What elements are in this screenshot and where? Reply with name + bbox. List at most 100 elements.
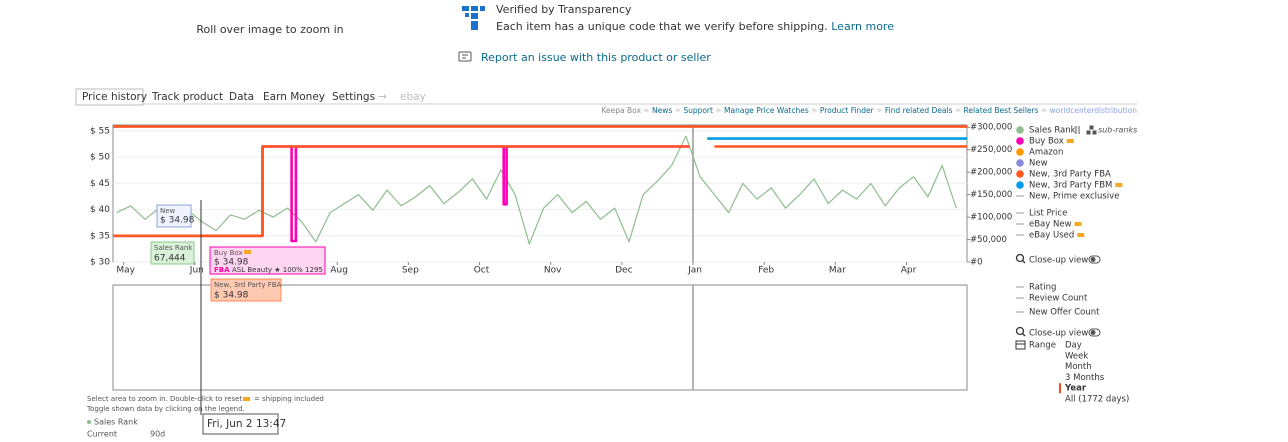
transparency-title: Verified by Transparency: [496, 3, 632, 16]
links-row: Keepa Box ✧ News ✧ Support ✧ Manage Pric…: [601, 106, 1137, 115]
y2-tick-label: #50,000: [970, 235, 1007, 245]
tooltip-fba: FBA: [214, 266, 230, 274]
nav-link[interactable]: Manage Price Watches: [724, 106, 809, 115]
x-tick-label: May: [116, 266, 135, 276]
x-tick-label: Mar: [829, 266, 846, 276]
transparency-text: Each item has a unique code that we veri…: [496, 20, 894, 33]
x-tick-label: Dec: [615, 266, 632, 276]
tooltip-sales-rank: Sales Rank 67,444: [150, 241, 195, 265]
range-option[interactable]: Month: [1065, 362, 1092, 372]
legend-item[interactable]: eBay Used: [1029, 231, 1074, 241]
toggle[interactable]: [1088, 255, 1101, 264]
legend-item[interactable]: New, 3rd Party FBA: [1029, 170, 1111, 180]
nav-link[interactable]: News: [652, 106, 672, 115]
legend-item[interactable]: Review Count: [1029, 294, 1088, 304]
tab[interactable]: Price history: [82, 91, 147, 103]
y2-tick-label: #250,000: [970, 145, 1012, 155]
y-tick-label: $ 40: [90, 205, 110, 215]
y2-tick-label: #100,000: [970, 213, 1012, 223]
stats-column: 90d: [150, 430, 165, 439]
legend-item[interactable]: List Price: [1029, 209, 1067, 219]
tab[interactable]: Settings: [332, 91, 375, 103]
y2-tick-label: #0: [970, 258, 983, 268]
close-up-view[interactable]: Close-up view: [1029, 256, 1088, 266]
lower-plot-frame: [112, 284, 968, 391]
range-option[interactable]: 3 Months: [1065, 373, 1105, 383]
range-selected-bar: [1059, 383, 1061, 394]
report-link[interactable]: Report an issue with this product or sel…: [481, 51, 711, 64]
y-tick-label: $ 50: [90, 153, 110, 163]
range-option[interactable]: All (1772 days): [1065, 395, 1129, 405]
nav-link[interactable]: Find related Deals: [885, 106, 953, 115]
search-icon: [1015, 253, 1026, 264]
tooltip-label: Buy Box: [214, 249, 243, 257]
learn-more-link[interactable]: Learn more: [831, 20, 894, 33]
y-tick-label: $ 35: [90, 231, 110, 241]
series-line: [116, 135, 957, 245]
hint: Toggle shown data by clicking on the leg…: [86, 405, 245, 413]
tooltip-label: New: [160, 207, 176, 215]
tab[interactable]: Track product: [151, 91, 223, 103]
x-tick-label: Feb: [758, 266, 774, 276]
truck-icon: [1115, 183, 1123, 187]
zoom-hint: Roll over image to zoom in: [196, 23, 343, 36]
tooltip-date: Fri, Jun 2 13:47: [202, 413, 286, 435]
tooltip-price: $ 34.98: [214, 258, 249, 268]
sub-ranks[interactable]: sub-ranks: [1098, 126, 1137, 135]
range-option[interactable]: Day: [1065, 341, 1082, 351]
y-tick-label: $ 55: [90, 126, 110, 136]
series-line: [113, 125, 967, 238]
tab[interactable]: Data: [229, 91, 254, 103]
range-option[interactable]: Year: [1064, 384, 1087, 394]
toggle[interactable]: [1088, 328, 1101, 337]
legend-item[interactable]: New, 3rd Party FBM: [1029, 181, 1112, 191]
legend-item[interactable]: Sales Rank: [1029, 126, 1076, 136]
tooltip-price: $ 34.98: [160, 216, 195, 226]
tooltip-new: New $ 34.98: [156, 204, 195, 228]
legend-item[interactable]: Rating: [1029, 283, 1056, 293]
y-tick-label: $ 30: [90, 258, 110, 268]
tab[interactable]: ebay: [400, 91, 426, 103]
search-icon: [1015, 326, 1026, 337]
tooltip-fba: New, 3rd Party FBA $ 34.98: [210, 278, 282, 302]
range-option[interactable]: Week: [1065, 351, 1088, 361]
tooltip-value: 67,444: [154, 254, 186, 264]
stats-label: Sales Rank: [94, 418, 138, 427]
truck-icon: [1066, 139, 1074, 143]
x-tick-label: Apr: [901, 266, 917, 276]
legend-item[interactable]: eBay New: [1029, 220, 1072, 230]
report-icon: [458, 51, 472, 62]
y2-tick-label: #200,000: [970, 168, 1012, 178]
tooltip-seller: ASL Beauty ★ 100% 1295: [232, 266, 323, 274]
nav-link[interactable]: Product Finder: [820, 106, 875, 115]
legend-item[interactable]: New, Prime exclusive: [1029, 192, 1119, 202]
x-tick-label: Nov: [544, 266, 562, 276]
truck-icon: [1077, 233, 1085, 237]
nav-link[interactable]: Related Best Sellers: [964, 106, 1039, 115]
y-tick-label: $ 45: [90, 179, 110, 189]
legend-item[interactable]: Amazon: [1029, 148, 1063, 158]
legend-marker: [1016, 159, 1024, 167]
tab[interactable]: →: [378, 91, 387, 103]
stats-column: Current: [87, 430, 117, 439]
x-tick-label: Jun: [189, 266, 204, 276]
active-tab: [75, 88, 144, 106]
x-tick-label: Jan: [687, 266, 702, 276]
y2-tick-label: #300,000: [970, 123, 1012, 133]
nav-link[interactable]: Keepa Box: [601, 106, 641, 115]
sub-ranks-icon: [1075, 125, 1097, 135]
legend-item[interactable]: Buy Box: [1029, 137, 1064, 147]
transparency-desc: Each item has a unique code that we veri…: [496, 20, 828, 33]
stats-dot: [87, 420, 91, 424]
legend-item[interactable]: New Offer Count: [1029, 308, 1100, 318]
close-up-view[interactable]: Close-up view: [1029, 329, 1088, 339]
nav-link[interactable]: Support: [683, 106, 713, 115]
y2-tick-label: #150,000: [970, 190, 1012, 200]
tab[interactable]: Earn Money: [263, 91, 325, 103]
tooltip-label: New, 3rd Party FBA: [214, 281, 282, 289]
legend-marker: [1016, 148, 1024, 156]
nav-link[interactable]: worldcenterdistribution: [1050, 106, 1138, 115]
legend-item[interactable]: New: [1029, 159, 1048, 169]
legend-marker: [1016, 137, 1024, 145]
